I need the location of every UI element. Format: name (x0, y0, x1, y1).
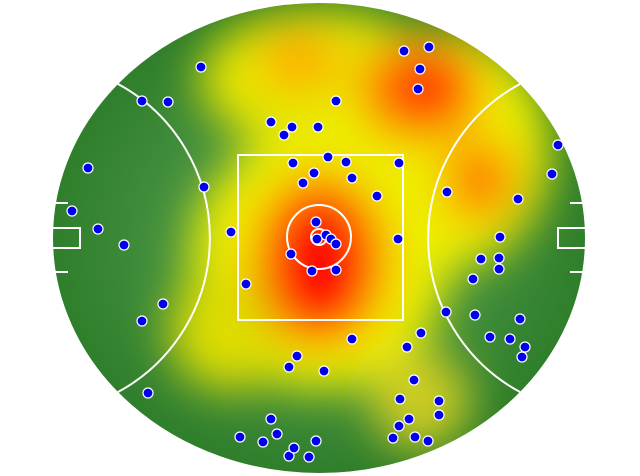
point (412, 83, 424, 95)
point (408, 374, 420, 386)
point (283, 450, 295, 462)
point (516, 351, 528, 363)
point (118, 239, 130, 251)
point (330, 238, 342, 250)
heat-layer (52, 2, 586, 474)
point (393, 157, 405, 169)
points (66, 41, 564, 463)
point (440, 306, 452, 318)
point (387, 432, 399, 444)
point (265, 116, 277, 128)
point (493, 252, 505, 264)
point (157, 298, 169, 310)
point (257, 436, 269, 448)
point (475, 253, 487, 265)
point (142, 387, 154, 399)
point (287, 157, 299, 169)
point (433, 409, 445, 421)
point (311, 233, 323, 245)
point (346, 172, 358, 184)
point (297, 177, 309, 189)
point (409, 431, 421, 443)
point (394, 393, 406, 405)
point (162, 96, 174, 108)
point (286, 121, 298, 133)
point (291, 350, 303, 362)
point (285, 248, 297, 260)
point (494, 231, 506, 243)
point (330, 264, 342, 276)
point (310, 435, 322, 447)
point (552, 139, 564, 151)
point (512, 193, 524, 205)
point (322, 151, 334, 163)
point (371, 190, 383, 202)
point (265, 413, 277, 425)
point (441, 186, 453, 198)
point (415, 327, 427, 339)
point (392, 233, 404, 245)
point (340, 156, 352, 168)
point (403, 413, 415, 425)
point (493, 263, 505, 275)
point (318, 365, 330, 377)
point (240, 278, 252, 290)
point (278, 129, 290, 141)
point (398, 45, 410, 57)
point (467, 273, 479, 285)
point (82, 162, 94, 174)
point (234, 431, 246, 443)
point (546, 168, 558, 180)
point (303, 451, 315, 463)
point (469, 309, 481, 321)
point (195, 61, 207, 73)
point (422, 435, 434, 447)
point (514, 313, 526, 325)
point (198, 181, 210, 193)
point (308, 167, 320, 179)
point (330, 95, 342, 107)
point (306, 265, 318, 277)
point (393, 420, 405, 432)
point (283, 361, 295, 373)
point (504, 333, 516, 345)
point (136, 315, 148, 327)
point (271, 428, 283, 440)
point (414, 63, 426, 75)
point (423, 41, 435, 53)
point (484, 331, 496, 343)
point (136, 95, 148, 107)
point (312, 121, 324, 133)
point (401, 341, 413, 353)
point (310, 216, 322, 228)
point (519, 341, 531, 353)
point (92, 223, 104, 235)
point (225, 226, 237, 238)
point (346, 333, 358, 345)
point (288, 442, 300, 454)
point (433, 395, 445, 407)
point (66, 205, 78, 217)
